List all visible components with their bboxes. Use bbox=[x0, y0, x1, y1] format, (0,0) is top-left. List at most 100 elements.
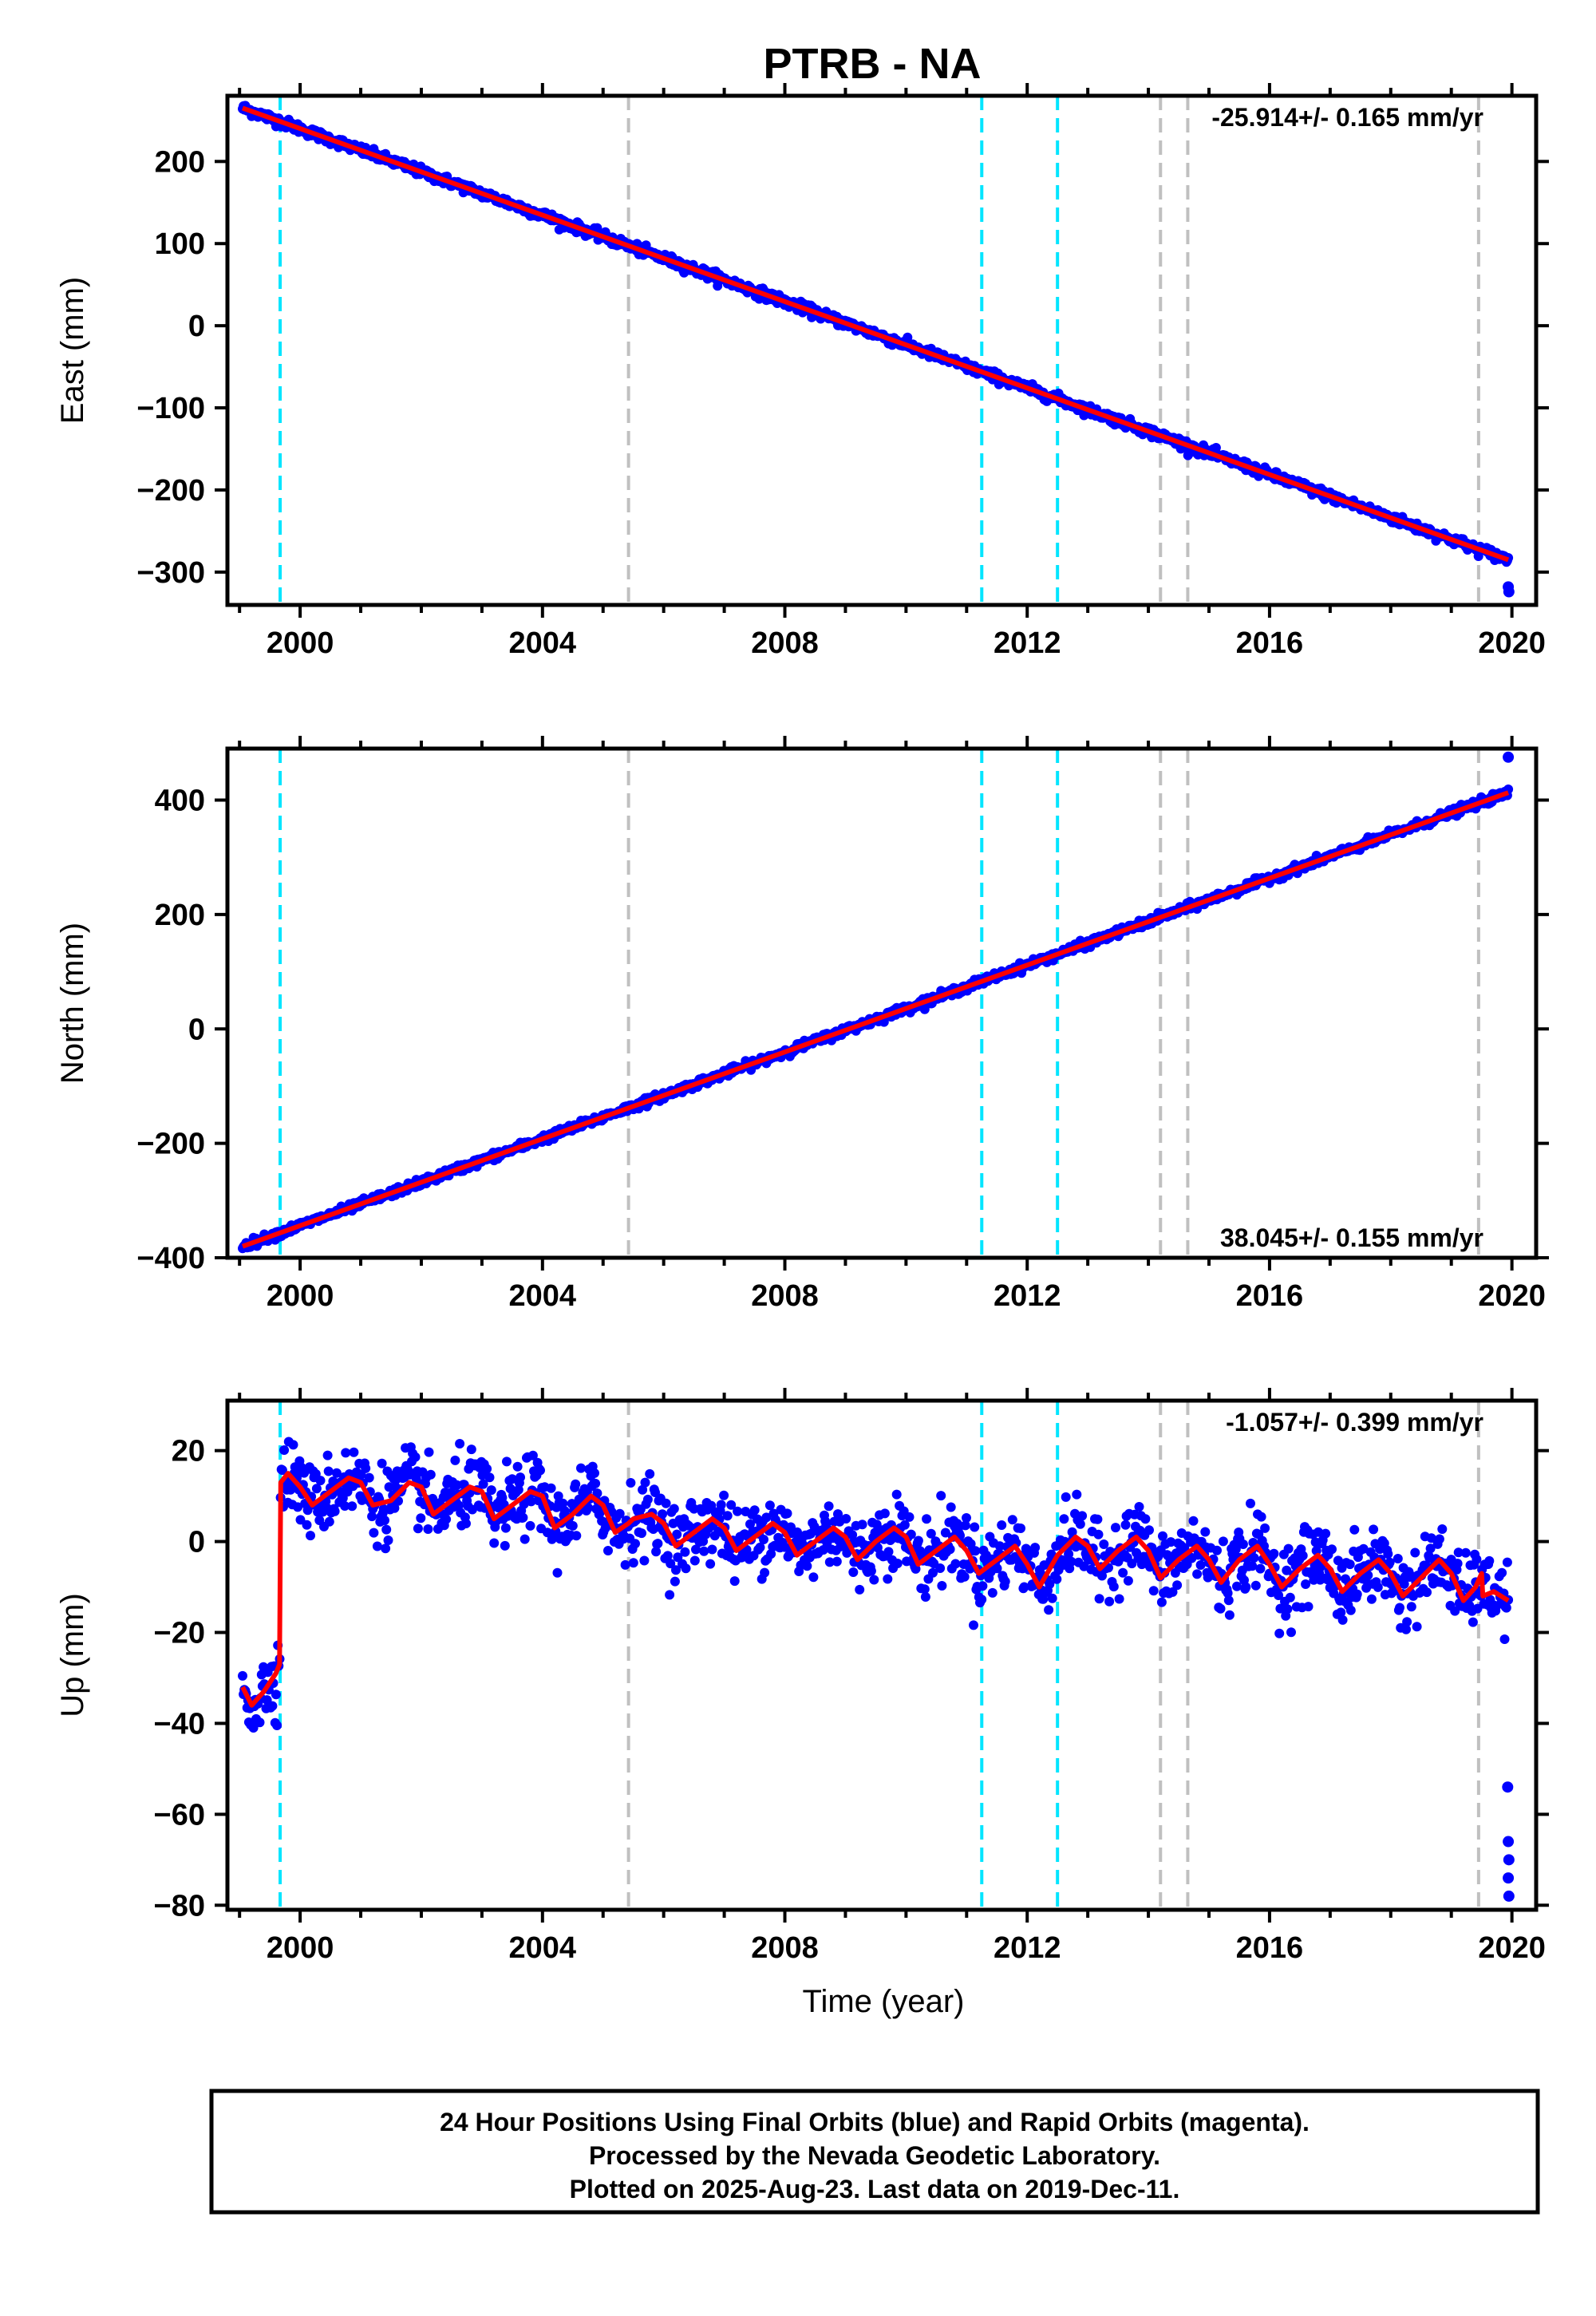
x-tick-label: 2012 bbox=[994, 626, 1061, 660]
data-point bbox=[1453, 1547, 1464, 1558]
data-point bbox=[899, 1520, 910, 1530]
data-point bbox=[546, 1483, 556, 1493]
data-point bbox=[1349, 1524, 1360, 1535]
data-point bbox=[1246, 1498, 1255, 1508]
data-point bbox=[651, 1547, 662, 1557]
data-point bbox=[1118, 1567, 1128, 1578]
data-point bbox=[1045, 1579, 1055, 1589]
data-point bbox=[1283, 1543, 1294, 1554]
data-point bbox=[760, 1567, 770, 1578]
data-point bbox=[665, 1590, 675, 1600]
data-point bbox=[1321, 1528, 1331, 1539]
data-point bbox=[1410, 1547, 1420, 1558]
data-point bbox=[512, 1461, 523, 1472]
data-point bbox=[1188, 1516, 1199, 1526]
data-point bbox=[759, 1535, 768, 1544]
data-point bbox=[1120, 1520, 1131, 1530]
data-point bbox=[381, 1524, 392, 1535]
y-tick-label: 100 bbox=[155, 227, 205, 261]
chart-title: PTRB - NA bbox=[764, 40, 982, 88]
data-point bbox=[950, 1559, 961, 1569]
outlier-point bbox=[1503, 751, 1515, 763]
x-tick-label: 2020 bbox=[1478, 1931, 1546, 1965]
data-point bbox=[653, 1539, 663, 1549]
data-point bbox=[322, 1450, 333, 1460]
data-point bbox=[425, 1469, 436, 1480]
y-tick-label: −40 bbox=[154, 1707, 205, 1741]
data-point bbox=[331, 1468, 342, 1478]
data-point bbox=[1369, 1524, 1379, 1535]
x-tick-label: 2000 bbox=[267, 1931, 334, 1965]
data-point bbox=[855, 1584, 865, 1595]
data-point bbox=[891, 1489, 902, 1500]
data-point bbox=[782, 1508, 792, 1519]
data-point bbox=[1385, 1557, 1395, 1567]
data-point bbox=[992, 1563, 1002, 1574]
footer-box bbox=[209, 2089, 1540, 2215]
data-point bbox=[1358, 1543, 1369, 1554]
data-point bbox=[1007, 1515, 1017, 1525]
data-point bbox=[1255, 1563, 1266, 1574]
data-point bbox=[347, 1501, 358, 1512]
data-point bbox=[583, 1503, 594, 1513]
y-axis-label: Up (mm) bbox=[55, 1593, 90, 1717]
data-point bbox=[1127, 1559, 1137, 1569]
data-point bbox=[571, 1531, 582, 1541]
x-tick-label: 2004 bbox=[509, 1931, 577, 1965]
data-point bbox=[361, 1463, 371, 1473]
data-point bbox=[1238, 1539, 1248, 1549]
data-point bbox=[1395, 1603, 1404, 1613]
data-point bbox=[722, 1511, 733, 1521]
y-tick-label: 0 bbox=[188, 1526, 205, 1559]
data-point bbox=[423, 1524, 433, 1534]
data-point bbox=[461, 1519, 471, 1528]
velocity-rate-label: -1.057+/- 0.399 mm/yr bbox=[1226, 1408, 1483, 1437]
data-point bbox=[1064, 1549, 1074, 1559]
data-point bbox=[1303, 1602, 1314, 1612]
data-point bbox=[482, 1464, 492, 1474]
data-point bbox=[1019, 1582, 1029, 1592]
data-point bbox=[906, 1529, 916, 1539]
data-point bbox=[1484, 1555, 1495, 1566]
data-point bbox=[1111, 1523, 1120, 1533]
data-point bbox=[1412, 1622, 1422, 1632]
data-point bbox=[892, 1559, 903, 1568]
data-point bbox=[1274, 1591, 1284, 1600]
data-point bbox=[1148, 1586, 1159, 1596]
data-point bbox=[669, 1504, 679, 1514]
data-point bbox=[349, 1447, 359, 1457]
data-point bbox=[1223, 1595, 1234, 1606]
data-point bbox=[681, 1563, 691, 1574]
y-tick-label: 400 bbox=[155, 785, 205, 818]
data-point bbox=[671, 1565, 681, 1575]
data-point bbox=[383, 1535, 393, 1545]
data-point bbox=[726, 1500, 737, 1510]
data-point bbox=[1030, 1543, 1041, 1553]
data-point bbox=[1035, 1568, 1045, 1579]
data-point bbox=[489, 1538, 500, 1548]
data-point bbox=[937, 1581, 947, 1591]
data-point bbox=[970, 1522, 980, 1532]
data-point bbox=[389, 1503, 400, 1513]
data-point bbox=[1052, 1574, 1062, 1584]
y-tick-label: −400 bbox=[136, 1242, 205, 1275]
x-tick-label: 2000 bbox=[267, 1279, 334, 1313]
data-point bbox=[279, 1445, 290, 1455]
data-point bbox=[824, 1501, 834, 1512]
plot-frame bbox=[225, 1398, 1539, 1912]
data-point bbox=[706, 1500, 717, 1511]
x-tick-label: 2008 bbox=[751, 1931, 819, 1965]
data-point bbox=[1000, 1576, 1010, 1587]
data-point bbox=[920, 1592, 930, 1602]
data-point bbox=[507, 1474, 517, 1484]
data-point bbox=[1298, 1551, 1308, 1561]
data-point bbox=[428, 1493, 438, 1504]
data-point bbox=[1468, 1617, 1478, 1627]
data-point bbox=[1437, 1524, 1448, 1534]
data-point bbox=[238, 1670, 247, 1681]
data-point bbox=[411, 1473, 421, 1484]
y-tick-label: 0 bbox=[188, 1013, 205, 1046]
data-point bbox=[441, 1514, 452, 1524]
y-tick-label: −20 bbox=[154, 1617, 205, 1650]
data-point bbox=[847, 1530, 858, 1540]
